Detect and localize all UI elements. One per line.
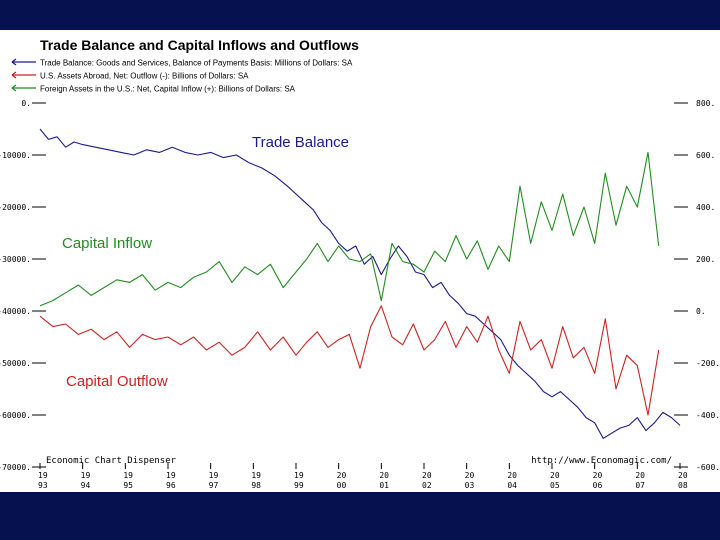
x-tick-label-4: 19 (209, 471, 219, 480)
x-tick-label-line2-5: 98 (251, 481, 261, 490)
legend-arrow-a-1 (11, 71, 17, 76)
plot-area (40, 103, 680, 467)
left-tick-label-0: 0. (21, 99, 31, 108)
x-tick-label-10: 20 (465, 471, 475, 480)
x-tick-label-3: 19 (166, 471, 176, 480)
x-tick-label-line2-15: 08 (678, 481, 688, 490)
x-tick-label-6: 19 (294, 471, 304, 480)
left-tick-label-5: -50000. (0, 359, 31, 368)
x-tick-label-line2-12: 05 (550, 481, 560, 490)
legend-arrow-b-1 (11, 74, 17, 79)
x-tick-label-line2-6: 99 (294, 481, 304, 490)
right-axis: 800. 600. 400. 200. 0. -200. -400. -600. (674, 99, 720, 472)
x-tick-label-8: 20 (379, 471, 389, 480)
source-left: Economic Chart Dispenser (46, 456, 177, 466)
legend-arrow-a-2 (11, 84, 17, 89)
legend-label-0: Trade Balance: Goods and Services, Balan… (40, 59, 353, 68)
slide-bottom-band (0, 492, 720, 540)
right-tick-label-2: 400. (696, 203, 715, 212)
right-tick-label-0: 800. (696, 99, 715, 108)
x-tick-label-line2-3: 96 (166, 481, 176, 490)
x-tick-label-line2-14: 07 (635, 481, 645, 490)
right-tick-label-7: -600. (696, 463, 720, 472)
left-axis: 0. -10000. -20000. -30000. -40000. -50000. -60… (0, 99, 46, 472)
x-tick-label-15: 20 (678, 471, 688, 480)
series-layer (39, 128, 681, 439)
x-tick-label-0: 19 (38, 471, 48, 480)
chart-title: Trade Balance and Capital Inflows and Ou… (40, 37, 359, 53)
x-tick-label-line2-1: 94 (81, 481, 91, 490)
x-tick-label-14: 20 (635, 471, 645, 480)
right-tick-label-6: -400. (696, 411, 720, 420)
x-tick-label-line2-10: 03 (465, 481, 475, 490)
x-tick-label-line2-0: 93 (38, 481, 48, 490)
x-axis: 1993199419951996199719981999200020012002… (38, 463, 688, 490)
x-tick-label-line2-13: 06 (593, 481, 603, 490)
right-tick-label-1: 600. (696, 151, 715, 160)
x-tick-label-9: 20 (422, 471, 432, 480)
left-tick-label-4: -40000. (0, 307, 31, 316)
x-tick-label-line2-8: 01 (379, 481, 389, 490)
series-line-0 (39, 128, 681, 439)
left-tick-label-6: -60000. (0, 411, 31, 420)
x-tick-label-2: 19 (123, 471, 133, 480)
legend-arrow-b-2 (11, 87, 17, 92)
x-tick-label-11: 20 (507, 471, 517, 480)
series-line-1 (39, 305, 660, 416)
x-tick-label-line2-4: 97 (209, 481, 219, 490)
right-tick-label-3: 200. (696, 255, 715, 264)
x-tick-label-line2-7: 00 (337, 481, 347, 490)
left-tick-label-2: -20000. (0, 203, 31, 212)
capital-outflow-annotation: Capital Outflow (66, 373, 168, 390)
source-right: http://www.Economagic.com/ (531, 456, 672, 466)
x-tick-label-line2-9: 02 (422, 481, 432, 490)
chart: Trade Balance and Capital Inflows and Ou… (0, 37, 720, 490)
x-tick-label-7: 20 (337, 471, 347, 480)
plot-frame (40, 103, 680, 467)
right-tick-label-5: -200. (696, 359, 720, 368)
x-tick-label-1: 19 (81, 471, 91, 480)
legend-label-2: Foreign Assets in the U.S.: Net, Capital… (40, 85, 296, 94)
left-tick-label-1: -10000. (0, 151, 31, 160)
right-tick-label-4: 0. (696, 307, 706, 316)
slide-top-band (0, 0, 720, 30)
x-tick-label-12: 20 (550, 471, 560, 480)
legend-arrow-b-0 (11, 61, 17, 66)
left-tick-label-3: -30000. (0, 255, 31, 264)
legend: Trade Balance: Goods and Services, Balan… (11, 58, 353, 94)
x-tick-label-line2-11: 04 (507, 481, 517, 490)
x-tick-label-5: 19 (251, 471, 261, 480)
left-tick-label-7: -70000. (0, 463, 31, 472)
series-line-2 (39, 151, 660, 307)
legend-arrow-a-0 (11, 58, 17, 63)
x-tick-label-line2-2: 95 (123, 481, 133, 490)
legend-label-1: U.S. Assets Abroad, Net: Outflow (-): Bi… (40, 72, 249, 81)
capital-inflow-annotation: Capital Inflow (62, 235, 152, 252)
x-tick-label-13: 20 (593, 471, 603, 480)
trade-balance-annotation: Trade Balance (252, 134, 349, 151)
